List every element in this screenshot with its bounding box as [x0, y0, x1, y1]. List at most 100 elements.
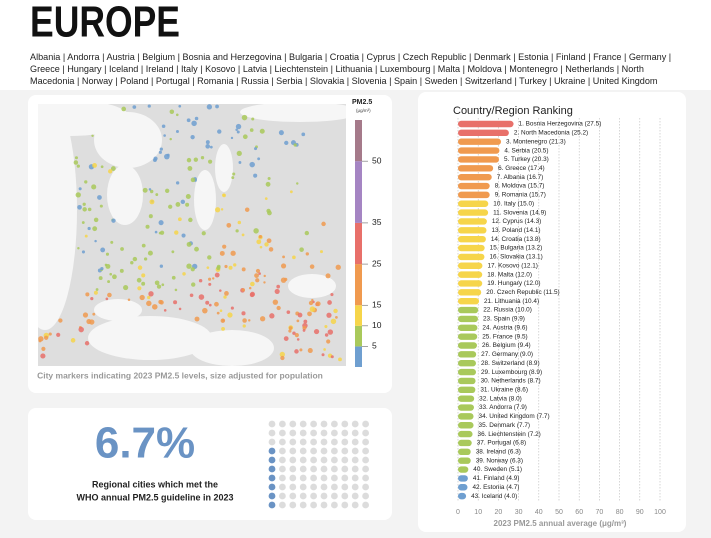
city-marker	[293, 143, 297, 147]
city-marker	[175, 130, 179, 134]
city-marker	[58, 318, 63, 323]
city-marker	[248, 319, 251, 322]
bar-label: 31. Ukraine (8.6)	[480, 386, 528, 393]
city-marker	[161, 124, 166, 129]
city-marker	[77, 247, 80, 250]
bar-label: 9. Romania (15.7)	[495, 192, 546, 199]
waffle-dot	[341, 501, 349, 509]
city-marker	[286, 310, 291, 314]
waffle-dot	[268, 492, 276, 500]
bar	[458, 244, 485, 252]
city-marker	[198, 279, 203, 283]
waffle-dot	[351, 483, 359, 491]
waffle-dot	[320, 447, 328, 455]
bar	[458, 173, 492, 181]
city-marker	[228, 265, 233, 270]
city-marker	[215, 104, 219, 109]
city-marker	[141, 243, 146, 248]
city-marker	[219, 250, 225, 256]
city-marker	[155, 193, 159, 196]
waffle-dot	[279, 429, 286, 437]
city-marker	[161, 283, 165, 287]
x-tick-label: 60	[575, 509, 583, 516]
city-marker	[174, 288, 178, 292]
city-marker	[333, 308, 338, 314]
bar	[458, 404, 474, 411]
city-marker	[258, 235, 263, 239]
waffle-dot	[310, 429, 317, 437]
waffle-dot	[310, 447, 317, 455]
waffle-dot	[268, 456, 276, 464]
city-marker	[159, 147, 163, 151]
x-tick-label: 100	[654, 509, 666, 516]
waffle-dot	[279, 420, 286, 428]
city-marker	[301, 132, 306, 137]
city-marker	[175, 181, 180, 185]
city-marker	[212, 277, 215, 280]
bar-label: 34. United Kingdom (7.7)	[479, 413, 550, 420]
city-marker	[182, 272, 186, 276]
city-marker	[163, 134, 166, 137]
bar-label: 28. Switzerland (8.9)	[481, 360, 540, 367]
city-marker	[158, 231, 162, 235]
city-marker	[249, 161, 255, 168]
sea	[107, 165, 143, 225]
city-marker	[324, 333, 329, 337]
city-marker	[330, 292, 334, 297]
bar	[458, 492, 467, 500]
bar-label: 33. Andorra (7.9)	[479, 404, 527, 411]
city-marker	[221, 327, 225, 331]
city-marker	[219, 289, 222, 292]
waffle-dot	[310, 465, 317, 473]
city-marker	[205, 300, 210, 305]
city-marker	[242, 134, 248, 140]
city-marker	[139, 294, 145, 301]
city-marker	[235, 229, 239, 233]
x-tick-label: 40	[535, 509, 543, 516]
waffle-dot	[299, 456, 307, 464]
waffle-dot	[289, 456, 297, 464]
city-marker	[198, 294, 205, 300]
x-axis-label: 2023 PM2.5 annual average (μg/m³)	[494, 519, 627, 528]
city-marker	[206, 266, 210, 269]
city-marker	[84, 234, 88, 238]
city-marker	[119, 268, 124, 273]
city-marker	[297, 312, 303, 318]
bar-label: 14. Croatia (13.8)	[491, 236, 541, 243]
waffle-dot	[341, 438, 349, 446]
bar-label: 36. Liechtenstein (7.2)	[478, 431, 541, 438]
city-marker	[92, 312, 96, 316]
bar-label: 10. Italy (15.0)	[493, 200, 534, 207]
waffle-dot	[320, 438, 328, 446]
city-marker	[87, 207, 92, 212]
city-marker	[292, 331, 296, 335]
bar	[458, 475, 468, 482]
waffle-dot	[341, 474, 349, 482]
legend-band	[355, 325, 362, 347]
city-marker	[110, 166, 116, 171]
city-marker	[288, 329, 292, 333]
city-marker	[230, 136, 234, 140]
sea	[240, 104, 346, 122]
city-marker	[338, 357, 342, 362]
waffle-dot	[310, 456, 317, 464]
waffle-dot	[268, 474, 276, 482]
city-marker	[263, 281, 266, 284]
bar	[458, 422, 474, 429]
city-marker	[307, 348, 313, 354]
waffle-dot	[279, 501, 286, 509]
bar	[458, 271, 483, 278]
waffle-dot	[299, 501, 307, 509]
city-marker	[224, 291, 229, 296]
bar-label: 4. Serbia (20.5)	[504, 147, 548, 154]
city-marker	[181, 233, 186, 238]
city-marker	[214, 272, 220, 278]
waffle-dot	[362, 483, 369, 491]
city-marker	[302, 329, 306, 332]
waffle-dot	[320, 429, 328, 437]
waffle-dot	[310, 492, 317, 500]
legend-tick-label: 35	[372, 217, 382, 227]
city-marker	[207, 255, 212, 260]
legend-tick-label: 10	[372, 320, 382, 330]
waffle-dot	[341, 492, 349, 500]
